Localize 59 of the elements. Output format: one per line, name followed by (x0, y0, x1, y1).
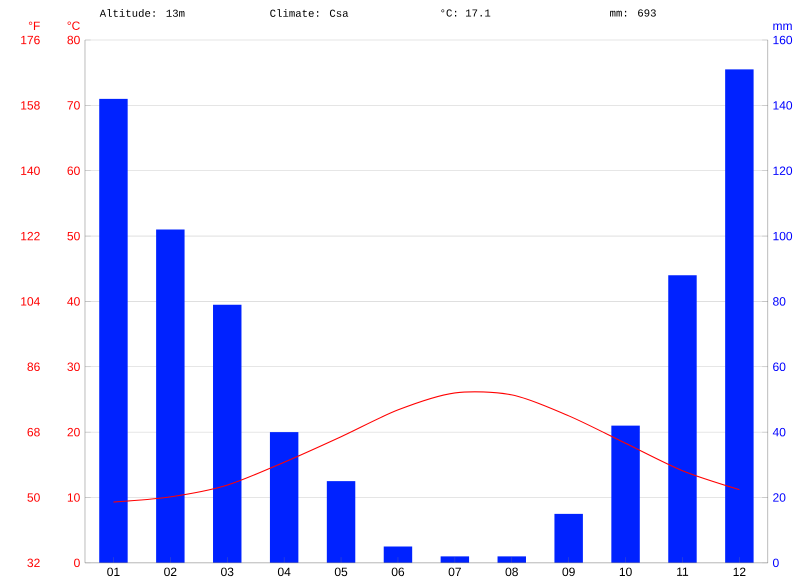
y-tick-label: 20 (68, 428, 80, 436)
bar (326, 481, 356, 563)
x-tick-label: 04 (278, 568, 290, 576)
x-tick-label: 08 (506, 568, 518, 576)
bar (384, 546, 412, 563)
x-tick-label: 11 (677, 568, 688, 576)
y3-tick-label: 104 (21, 297, 40, 306)
y3-tick-label: 68 (28, 428, 40, 436)
bar (725, 69, 754, 563)
y-tick-label: 70 (68, 101, 80, 110)
x-tick-label: 01 (107, 568, 120, 576)
bar (498, 556, 526, 563)
y-tick-label: 60 (68, 166, 80, 176)
y-tick-label: 30 (67, 362, 80, 372)
bar (270, 432, 298, 563)
y3-tick-label: 176 (21, 36, 40, 44)
y2-tick-label: 140 (773, 101, 792, 110)
y2-tick-label: 40 (772, 428, 786, 436)
y-tick-label: 80 (67, 36, 80, 44)
y3-tick-label: 32 (27, 558, 40, 568)
y-tick-label: 10 (68, 493, 80, 502)
y2-tick-label: 0 (772, 558, 779, 568)
y2-tick-label: 160 (773, 36, 792, 44)
x-tick-label: 07 (448, 568, 461, 576)
bar (668, 275, 697, 563)
y2-tick-label: 100 (773, 232, 792, 240)
bar (99, 98, 128, 563)
y-axis-title: °C (68, 22, 80, 30)
x-tick-label: 03 (221, 568, 234, 576)
y3-tick-label: 140 (21, 166, 40, 176)
x-tick-label: 10 (620, 568, 632, 576)
text: Climate: Csa (270, 9, 348, 17)
y-tick-label: 50 (67, 232, 80, 240)
y2-tick-label: 120 (773, 166, 792, 176)
x-tick-label: 05 (334, 568, 348, 576)
y-tick-label: 0 (74, 558, 80, 568)
y3-axis-title: °F (28, 22, 40, 30)
y2-axis-title: mm (773, 24, 792, 30)
y3-tick-label: 122 (21, 232, 40, 240)
x-tick-label: 02 (164, 568, 176, 576)
bar (554, 514, 583, 563)
y3-tick-label: 86 (27, 362, 40, 372)
y3-tick-label: 158 (21, 101, 40, 110)
y2-tick-label: 20 (773, 493, 786, 502)
bar (156, 230, 185, 563)
line-series (112, 391, 740, 503)
y-tick-label: 40 (67, 297, 80, 306)
bar (440, 556, 470, 563)
y2-tick-label: 80 (773, 297, 786, 306)
text: Altitude: 13m (100, 9, 184, 17)
x-tick-label: 09 (562, 568, 575, 576)
y3-tick-label: 50 (27, 493, 40, 502)
text: °C: 17.1 (441, 9, 490, 17)
x-tick-label: 06 (392, 568, 404, 576)
y2-tick-label: 60 (773, 362, 786, 372)
x-tick-label: 12 (734, 568, 746, 576)
bar (611, 426, 640, 563)
bar (213, 304, 242, 563)
text: mm: 693 (610, 9, 656, 17)
